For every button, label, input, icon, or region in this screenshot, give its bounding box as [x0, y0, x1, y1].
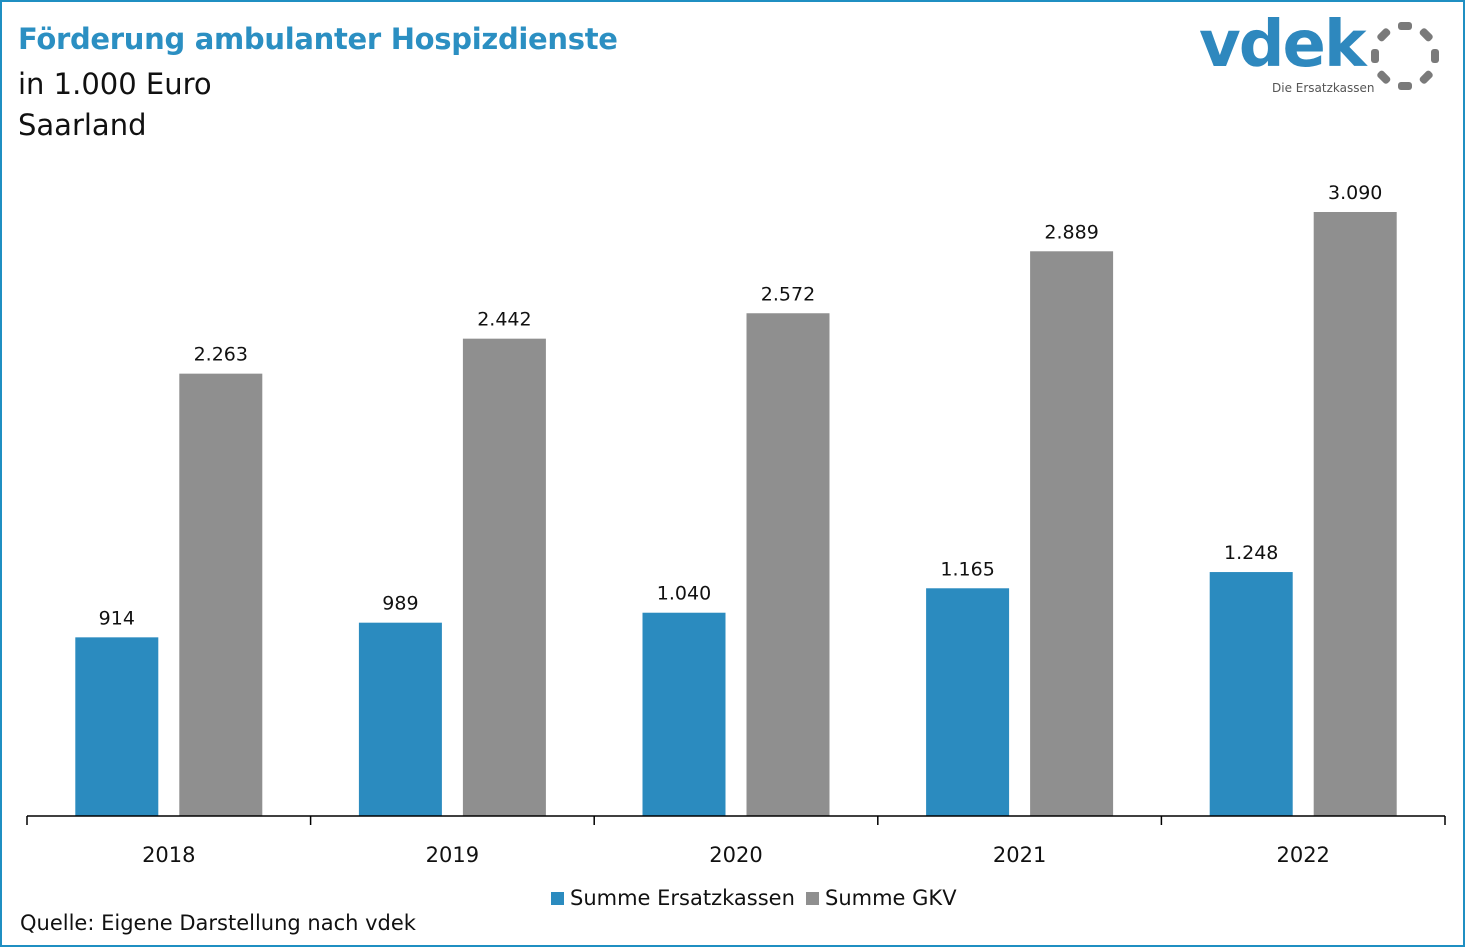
legend-label-ersatzkassen: Summe Ersatzkassen	[570, 886, 795, 910]
data-label-gkv-2019: 2.442	[477, 309, 531, 331]
logo-ring-dot	[1377, 28, 1391, 42]
logo-ring-dot	[1419, 28, 1433, 42]
data-label-ersatzkassen-2021: 1.165	[940, 558, 994, 580]
logo-ring-dot	[1398, 22, 1412, 30]
bar-ersatzkassen-2019	[358, 622, 442, 816]
bar-gkv-2022	[1313, 212, 1397, 816]
data-label-gkv-2018: 2.263	[194, 344, 248, 366]
data-label-ersatzkassen-2019: 989	[382, 593, 418, 615]
logo-ring-dot	[1377, 70, 1391, 84]
legend-swatch-ersatzkassen	[551, 892, 564, 905]
x-tick-label-2022: 2022	[1276, 843, 1329, 867]
logo-ring-dot	[1371, 49, 1379, 63]
bar-chart: 914 2.263 2018 989 2.442 2019 1.040 2.572 2020 1.…	[26, 182, 1446, 867]
logo-wordmark: vdek	[1199, 8, 1366, 82]
x-tick-label-2019: 2019	[426, 843, 479, 867]
chart-title: Förderung ambulanter Hospizdienste	[18, 22, 618, 56]
bar-ersatzkassen-2022	[1209, 572, 1293, 816]
data-label-ersatzkassen-2022: 1.248	[1224, 542, 1278, 564]
chart-legend: Summe Ersatzkassen Summe GKV	[0, 886, 1465, 912]
bar-ersatzkassen-2018	[75, 637, 159, 816]
x-tick-label-2018: 2018	[142, 843, 195, 867]
bar-gkv-2019	[462, 338, 546, 816]
data-label-ersatzkassen-2018: 914	[99, 607, 135, 629]
data-label-gkv-2022: 3.090	[1328, 182, 1382, 204]
data-label-ersatzkassen-2020: 1.040	[657, 583, 711, 605]
bar-gkv-2018	[179, 373, 263, 816]
legend-label-gkv: Summe GKV	[825, 886, 957, 910]
logo-tagline: Die Ersatzkassen	[1272, 81, 1375, 95]
logo-ring-dot	[1419, 70, 1433, 84]
data-label-gkv-2020: 2.572	[761, 283, 815, 305]
bar-gkv-2021	[1030, 251, 1114, 817]
dotted-ring-icon	[1371, 22, 1439, 90]
legend-swatch-gkv	[806, 892, 819, 905]
data-label-gkv-2021: 2.889	[1044, 221, 1098, 243]
logo-ring-dot	[1398, 82, 1412, 90]
vdek-logo: vdek Die Ersatzkassen	[1195, 8, 1455, 104]
chart-subtitle-unit: in 1.000 Euro	[18, 67, 212, 101]
x-tick-label-2021: 2021	[993, 843, 1046, 867]
bar-ersatzkassen-2021	[926, 588, 1010, 816]
bar-ersatzkassen-2020	[642, 612, 726, 816]
logo-ring-dot	[1431, 49, 1439, 63]
source-note: Quelle: Eigene Darstellung nach vdek	[20, 911, 416, 935]
chart-subtitle-region: Saarland	[18, 108, 147, 142]
x-tick-label-2020: 2020	[709, 843, 762, 867]
bar-gkv-2020	[746, 313, 830, 816]
